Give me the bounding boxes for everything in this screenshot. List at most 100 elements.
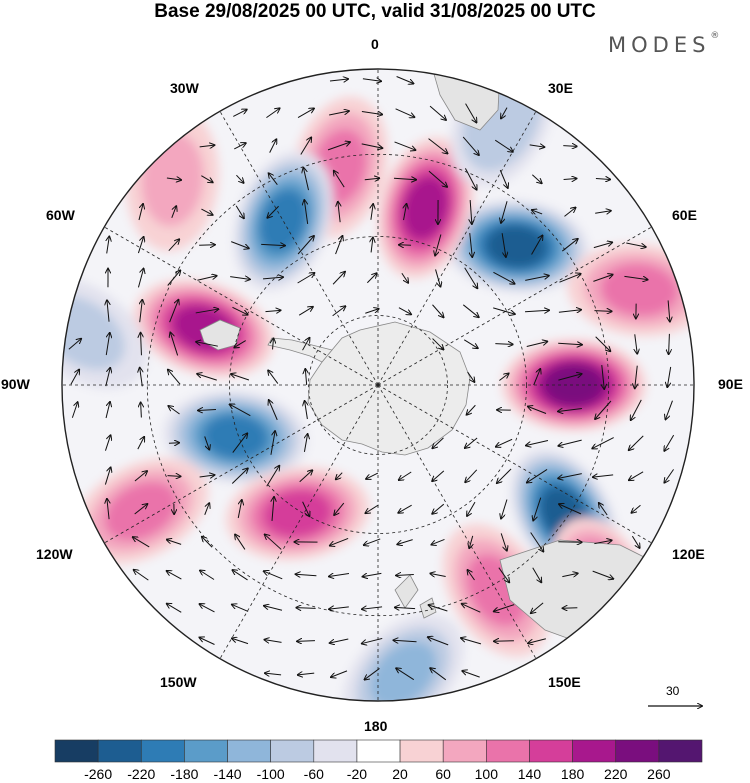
map-border [61, 68, 695, 702]
wind-arrow [559, 274, 580, 283]
lon-label-120e: 120E [672, 546, 705, 562]
wind-arrow [529, 145, 545, 147]
wind-arrow [200, 571, 215, 580]
wind-arrow [629, 471, 644, 480]
wind-arrow [140, 368, 143, 387]
wind-arrow [265, 310, 280, 311]
wind-arrow [462, 671, 480, 678]
brand-logo: MODES® [608, 31, 720, 57]
wind-arrow [338, 202, 340, 223]
anomaly-contour [203, 414, 268, 459]
wind-arrow [432, 338, 444, 350]
wind-arrow [428, 138, 448, 154]
registered-mark: ® [710, 31, 720, 41]
wind-arrow [528, 407, 547, 414]
meridian-line [219, 384, 379, 659]
wind-arrow [365, 309, 378, 314]
wind-arrow [302, 338, 310, 351]
wind-arrow [232, 306, 247, 314]
wind-arrow [197, 374, 217, 381]
colorbar-swatch [54, 739, 99, 763]
wind-arrow [394, 141, 416, 150]
lon-label-0: 0 [371, 36, 379, 52]
wind-arrow [270, 431, 275, 455]
lon-label-90e: 90E [718, 376, 743, 392]
wind-arrow [668, 300, 670, 321]
wind-arrow [595, 179, 610, 180]
wind-arrow [107, 499, 109, 520]
wind-arrow [171, 206, 176, 218]
colorbar-tick-label: -220 [127, 766, 156, 782]
wind-arrow [297, 108, 314, 119]
wind-arrow [232, 570, 248, 581]
wind-arrow [532, 210, 543, 214]
wind-arrow [558, 439, 582, 446]
wind-arrow [196, 342, 218, 347]
wind-arrow [465, 437, 478, 448]
wind-arrow [559, 504, 582, 515]
wind-arrow [168, 406, 180, 415]
wind-arrow [197, 276, 216, 281]
wind-arrow [297, 236, 314, 255]
wind-arrow [266, 108, 279, 119]
wind-arrow [594, 311, 611, 312]
wind-arrow [593, 275, 612, 282]
wind-arrow [167, 540, 182, 545]
wind-arrow [297, 641, 315, 642]
wind-arrow [631, 399, 642, 420]
brand-text: MODES [608, 33, 711, 57]
wind-arrow [167, 571, 182, 580]
wind-arrow [393, 178, 416, 179]
wind-arrow [334, 502, 345, 515]
wind-arrow [465, 103, 477, 123]
wind-arrow [525, 276, 549, 281]
wind-arrow [558, 542, 581, 543]
wind-arrow [200, 604, 215, 613]
wind-arrow [435, 234, 442, 256]
lon-label-120w: 120W [36, 546, 73, 562]
meridian-line [377, 226, 652, 386]
wind-arrow [167, 604, 182, 613]
wind-arrow [470, 233, 473, 257]
wind-arrow [624, 275, 647, 279]
wind-arrow [432, 437, 444, 448]
colorbar-tick-label: -140 [213, 766, 242, 782]
wind-arrow [332, 272, 345, 285]
wind-arrow [593, 242, 612, 249]
wind-arrow [467, 501, 476, 516]
wind-arrow [533, 497, 542, 521]
wind-arrow [362, 637, 383, 643]
anomaly-contour [104, 481, 178, 541]
wind-arrow [71, 402, 77, 418]
colorbar-tick-label: 140 [517, 766, 542, 782]
anomaly-center [444, 200, 589, 293]
colorbar-tick-label: 220 [604, 766, 628, 782]
wind-arrow [327, 142, 350, 151]
wind-arrow [107, 237, 110, 254]
wind-arrow [268, 370, 279, 384]
wind-arrow [331, 670, 348, 677]
wind-arrow [497, 468, 512, 483]
wind-arrow [362, 607, 383, 609]
wind-arrow [532, 567, 542, 583]
colorbar-swatch [97, 739, 142, 763]
wind-arrow [595, 400, 612, 419]
wind-arrow [397, 539, 413, 545]
wind-arrow [361, 112, 382, 115]
colorbar-swatch [529, 739, 573, 763]
wind-arrow [266, 466, 280, 487]
wind-arrow [133, 537, 150, 548]
anomaly-contour [370, 641, 437, 701]
wind-arrow [199, 145, 215, 147]
wind-arrow [430, 668, 447, 681]
wind-arrow [334, 171, 345, 188]
wind-arrow [493, 271, 514, 283]
wind-arrow [592, 570, 614, 579]
wind-arrow [329, 574, 350, 577]
wind-arrow [365, 668, 380, 679]
wind-arrow [463, 339, 478, 348]
wind-arrow [237, 500, 242, 519]
wind-arrow [594, 540, 611, 543]
colorbar-tick-label: 180 [560, 766, 585, 782]
graticule [62, 69, 694, 701]
